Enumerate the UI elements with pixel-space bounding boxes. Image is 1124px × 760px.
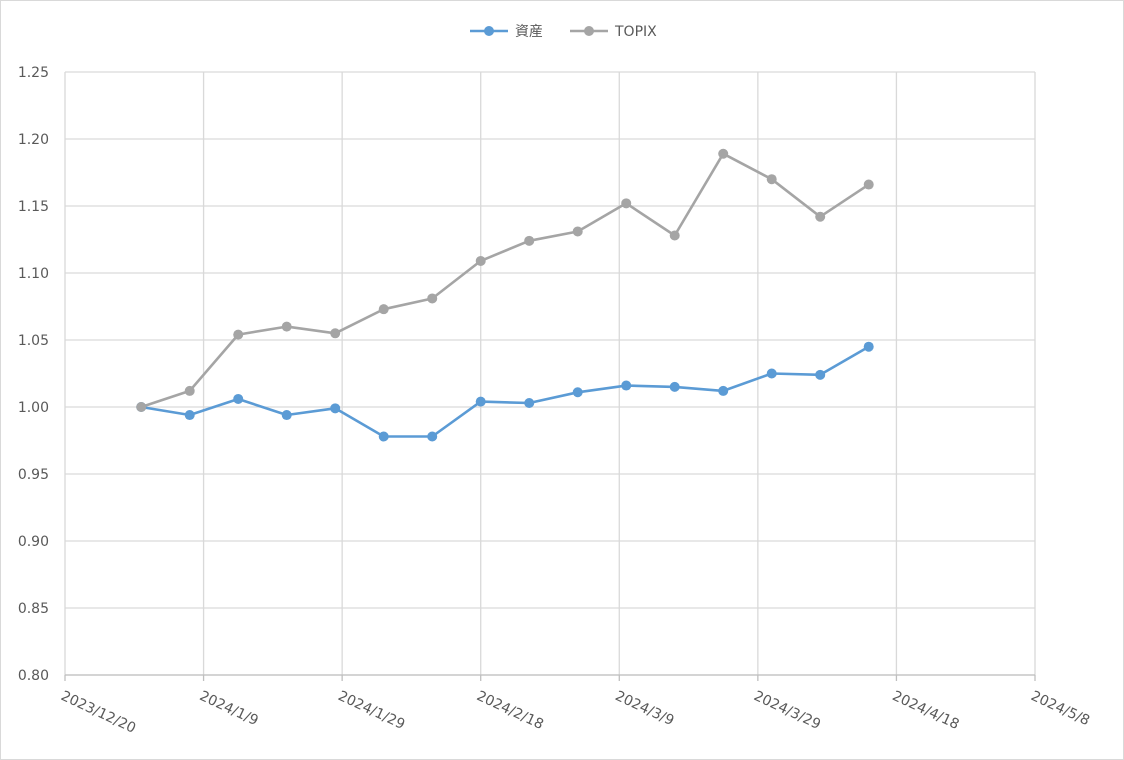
y-tick-label: 1.10	[18, 266, 49, 282]
data-point	[766, 174, 777, 185]
x-axis-tick-labels: 2023/12/20 2024/1/9 2024/1/29 2024/2/18 2024…	[58, 688, 1092, 737]
x-tick-label: 2024/3/9	[613, 688, 677, 729]
series-points	[136, 148, 874, 442]
data-point	[330, 328, 341, 339]
legend-label: TOPIX	[614, 24, 657, 40]
data-point	[863, 341, 874, 352]
x-tick-label: 2023/12/20	[58, 688, 138, 737]
x-tick-label: 2024/1/29	[335, 688, 407, 733]
y-tick-label: 0.80	[18, 668, 49, 684]
y-tick-label: 1.00	[18, 400, 49, 416]
series-lines	[140, 152, 870, 438]
data-point	[572, 226, 583, 237]
data-point	[427, 293, 438, 304]
y-tick-label: 0.95	[18, 467, 49, 483]
data-point	[669, 381, 680, 392]
y-tick-label: 1.05	[18, 333, 49, 349]
data-point	[184, 410, 195, 421]
data-point	[136, 402, 147, 412]
data-point	[184, 385, 195, 396]
data-point	[524, 397, 535, 408]
data-point	[718, 385, 729, 396]
data-point	[766, 368, 777, 379]
data-point	[863, 179, 874, 190]
series-line-0	[140, 345, 870, 438]
y-tick-label: 1.25	[18, 65, 49, 81]
x-tick-label: 2024/1/9	[197, 688, 261, 729]
y-tick-label: 0.85	[18, 601, 49, 617]
x-tick-label: 2024/3/29	[751, 688, 823, 733]
data-point	[378, 431, 389, 442]
y-axis-tick-labels: 0.80 0.85 0.90 0.95 1.00 1.05 1.10 1.15 1.20 1.25	[18, 65, 49, 684]
data-point	[378, 304, 389, 315]
legend-marker	[584, 26, 594, 36]
y-tick-label: 0.90	[18, 534, 49, 550]
data-point	[621, 380, 632, 391]
data-point	[524, 235, 535, 246]
data-point	[281, 410, 292, 421]
legend-label: 資産	[515, 24, 543, 40]
data-point	[621, 198, 632, 209]
data-point	[572, 387, 583, 398]
y-tick-label: 1.20	[18, 132, 49, 148]
data-point	[815, 211, 826, 222]
legend-marker	[484, 26, 494, 36]
data-point	[669, 230, 680, 241]
legend: 資産 TOPIX	[470, 24, 657, 40]
data-point	[281, 321, 292, 332]
data-point	[330, 403, 341, 414]
x-tick-label: 2024/5/8	[1028, 688, 1092, 729]
series-line-1	[140, 152, 870, 409]
data-point	[233, 393, 244, 404]
x-tick-label: 2024/4/18	[890, 688, 962, 733]
data-point	[233, 329, 244, 340]
data-point	[815, 369, 826, 380]
data-point	[475, 396, 486, 407]
y-tick-label: 1.15	[18, 199, 49, 215]
data-point	[475, 255, 486, 266]
data-point	[427, 431, 438, 442]
x-tick-label: 2024/2/18	[474, 688, 546, 733]
data-point	[718, 148, 729, 159]
grid	[64, 71, 1036, 681]
